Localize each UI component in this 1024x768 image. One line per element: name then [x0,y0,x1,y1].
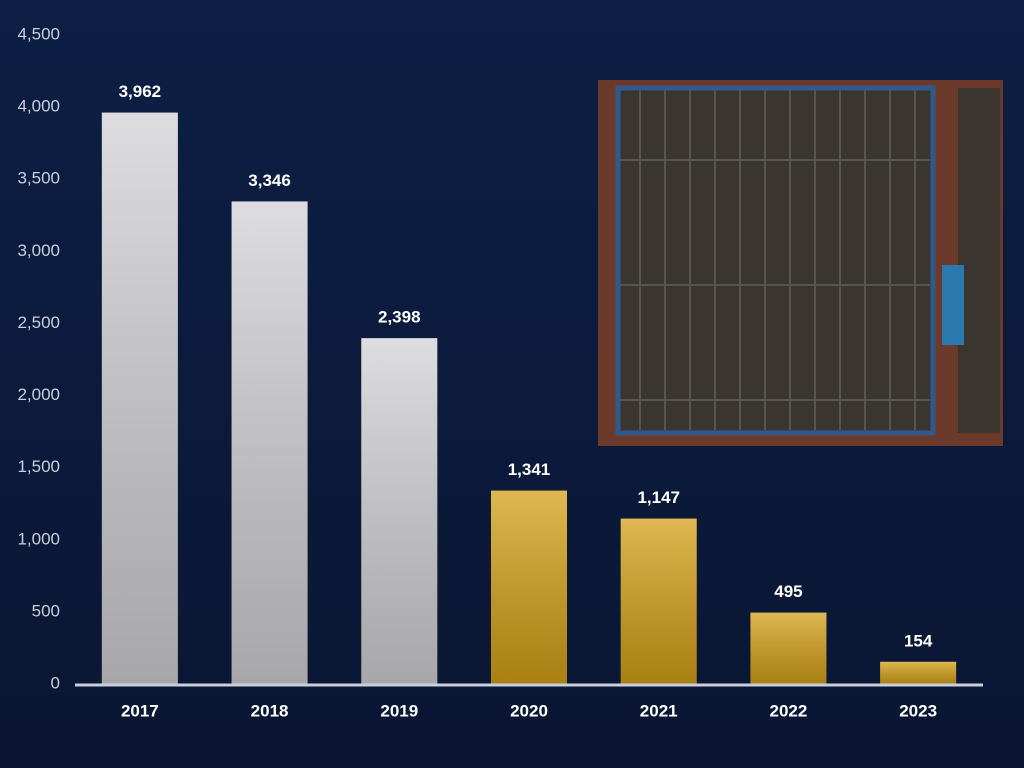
y-tick-label: 0 [51,673,60,692]
x-tick-label: 2019 [380,701,418,720]
value-label: 3,346 [248,171,291,190]
y-tick-label: 3,500 [17,169,60,188]
bar-shade [750,612,827,684]
bar-shade [361,338,438,684]
bar-shade [231,201,308,685]
y-tick-label: 3,000 [17,241,60,260]
value-label: 495 [774,582,802,601]
bar-shade [101,112,178,684]
x-tick-label: 2022 [770,701,808,720]
y-tick-label: 4,500 [17,24,60,43]
bar-shade [620,518,697,684]
y-tick-label: 4,000 [17,97,60,116]
y-tick-label: 2,000 [17,385,60,404]
y-tick-label: 1,000 [17,529,60,548]
y-tick-label: 1,500 [17,457,60,476]
y-tick-label: 500 [32,601,60,620]
photo [598,80,1003,446]
value-label: 3,962 [119,82,162,101]
x-tick-label: 2017 [121,701,159,720]
value-label: 154 [904,631,933,650]
y-tick-label: 2,500 [17,313,60,332]
x-tick-label: 2023 [899,701,937,720]
bar-shade [491,490,567,684]
value-label: 1,147 [637,488,680,507]
bar-shade [880,661,957,684]
x-tick-label: 2021 [640,701,678,720]
x-tick-label: 2020 [510,701,548,720]
value-label: 2,398 [378,308,421,327]
x-tick-label: 2018 [251,701,289,720]
value-label: 1,341 [508,460,551,479]
